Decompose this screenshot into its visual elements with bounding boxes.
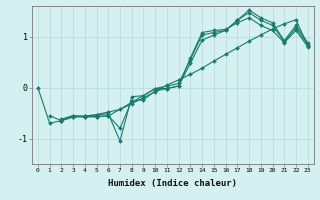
- X-axis label: Humidex (Indice chaleur): Humidex (Indice chaleur): [108, 179, 237, 188]
